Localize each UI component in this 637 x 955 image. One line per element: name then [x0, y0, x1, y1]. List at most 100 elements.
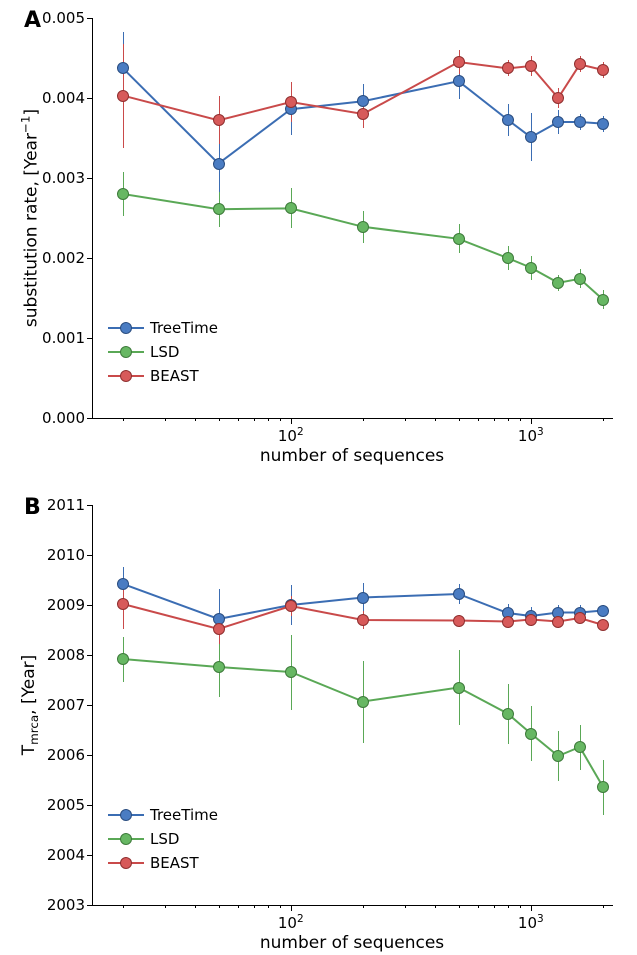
data-point [285, 666, 297, 678]
data-point [525, 728, 537, 740]
data-point [502, 616, 514, 628]
data-point [117, 653, 129, 665]
data-point [552, 616, 564, 628]
xtick-label: 103 [518, 426, 544, 445]
xtick-minor [435, 905, 436, 908]
data-point [453, 615, 465, 627]
data-point [597, 619, 609, 631]
xtick-minor [238, 905, 239, 908]
xtick-minor [268, 418, 269, 421]
data-point [117, 188, 129, 200]
data-point [574, 273, 586, 285]
xtick-minor [195, 418, 196, 421]
data-point [525, 262, 537, 274]
xtick-minor [508, 418, 509, 421]
data-point [597, 294, 609, 306]
data-point [357, 592, 369, 604]
data-point [525, 614, 537, 626]
data-point [357, 614, 369, 626]
data-point [213, 114, 225, 126]
ytick-label: 2007 [47, 696, 93, 714]
legend-dot-icon [120, 346, 132, 358]
panel-a-label: A [24, 8, 41, 33]
legend-marker [108, 809, 144, 821]
data-point [502, 252, 514, 264]
ytick-label: 2011 [47, 496, 93, 514]
legend-item: TreeTime [108, 803, 218, 827]
ytick-label: 2009 [47, 596, 93, 614]
panel-b-ylabel: Tmrca, [Year] [19, 655, 41, 756]
ytick-label: 0.005 [42, 9, 93, 27]
data-point [525, 131, 537, 143]
xtick [531, 418, 532, 424]
data-point [574, 741, 586, 753]
xtick-minor [405, 418, 406, 421]
data-point [597, 781, 609, 793]
data-point [453, 588, 465, 600]
legend-item: BEAST [108, 851, 218, 875]
legend-marker [108, 857, 144, 869]
ytick-label: 0.002 [42, 249, 93, 267]
legend-dot-icon [120, 809, 132, 821]
xtick [291, 418, 292, 424]
data-point [453, 75, 465, 87]
legend-label: BEAST [150, 854, 199, 872]
ytick-label: 2005 [47, 796, 93, 814]
panel-b-xlabel: number of sequences [260, 933, 444, 953]
xtick-minor [195, 905, 196, 908]
data-point [117, 90, 129, 102]
data-point [502, 114, 514, 126]
ytick-label: 0.001 [42, 329, 93, 347]
xtick-minor [478, 905, 479, 908]
data-point [552, 92, 564, 104]
xtick-minor [363, 905, 364, 908]
legend-label: LSD [150, 830, 179, 848]
data-point [117, 598, 129, 610]
ytick-label: 0.000 [42, 409, 93, 427]
data-point [502, 62, 514, 74]
legend-dot-icon [120, 833, 132, 845]
xtick-minor [280, 418, 281, 421]
legend-dot-icon [120, 370, 132, 382]
data-point [574, 612, 586, 624]
legend: TreeTime LSD BEAST [108, 803, 218, 875]
xtick-minor [405, 905, 406, 908]
xtick [531, 905, 532, 911]
xtick-minor [254, 418, 255, 421]
data-point [285, 202, 297, 214]
panel-b-label: B [24, 495, 41, 520]
legend-label: BEAST [150, 367, 199, 385]
data-point [552, 750, 564, 762]
data-point [453, 682, 465, 694]
data-point [525, 60, 537, 72]
xtick-minor [363, 418, 364, 421]
xtick-minor [165, 418, 166, 421]
xtick-minor [459, 905, 460, 908]
legend-marker [108, 833, 144, 845]
data-point [357, 95, 369, 107]
legend-label: LSD [150, 343, 179, 361]
legend-dot-icon [120, 322, 132, 334]
xtick-minor [520, 905, 521, 908]
data-point [574, 116, 586, 128]
legend-dot-icon [120, 857, 132, 869]
data-point [213, 203, 225, 215]
ytick-label: 2006 [47, 746, 93, 764]
legend-marker [108, 346, 144, 358]
xtick-minor [508, 905, 509, 908]
ytick-label: 0.004 [42, 89, 93, 107]
ytick-label: 2008 [47, 646, 93, 664]
legend-item: LSD [108, 340, 218, 364]
legend-item: BEAST [108, 364, 218, 388]
xtick-minor [603, 418, 604, 421]
data-point [213, 623, 225, 635]
legend-item: TreeTime [108, 316, 218, 340]
xtick-label: 102 [278, 426, 304, 445]
data-point [597, 605, 609, 617]
xtick-minor [494, 905, 495, 908]
data-point [357, 108, 369, 120]
xtick-minor [123, 905, 124, 908]
data-point [117, 578, 129, 590]
data-point [117, 62, 129, 74]
ytick-label: 2004 [47, 846, 93, 864]
